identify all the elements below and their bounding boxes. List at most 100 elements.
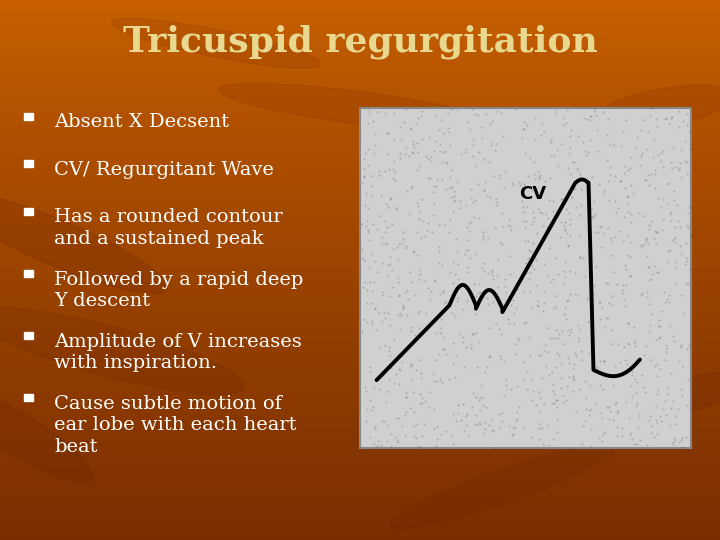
Point (384, 194, 396, 203)
Bar (0, 266, 720, 268)
Point (391, 414, 402, 423)
Point (499, 392, 510, 401)
Point (681, 401, 693, 409)
FancyBboxPatch shape (24, 332, 33, 339)
Point (665, 246, 676, 254)
Point (555, 194, 567, 203)
Point (397, 421, 408, 430)
Point (485, 120, 496, 129)
Point (369, 303, 381, 312)
Bar (0, 16, 720, 18)
Point (621, 192, 633, 201)
Point (654, 316, 665, 325)
Bar (0, 254, 720, 255)
Point (490, 140, 501, 149)
Point (567, 363, 579, 372)
Point (561, 381, 572, 390)
Point (537, 221, 549, 230)
Point (387, 244, 399, 253)
Point (555, 383, 567, 392)
Point (414, 443, 426, 451)
Bar (0, 147, 720, 150)
Point (413, 215, 424, 224)
Point (384, 343, 395, 352)
Bar (0, 194, 720, 196)
Point (573, 333, 585, 342)
Point (467, 136, 479, 144)
Point (392, 274, 404, 283)
Point (611, 408, 623, 417)
Point (609, 233, 621, 242)
Bar (0, 247, 720, 248)
Point (552, 162, 564, 171)
Point (588, 212, 599, 221)
Bar (0, 389, 720, 390)
Bar (0, 535, 720, 536)
Bar (0, 378, 720, 380)
Point (662, 389, 674, 398)
Point (493, 410, 505, 418)
Point (363, 109, 374, 117)
Point (363, 236, 374, 245)
Point (397, 351, 408, 360)
Point (437, 345, 449, 353)
Point (384, 321, 395, 329)
Point (466, 185, 477, 194)
Point (524, 288, 536, 296)
Point (669, 233, 680, 242)
Point (367, 116, 379, 125)
Point (442, 108, 454, 117)
Point (492, 293, 504, 302)
Point (461, 200, 472, 209)
Point (682, 222, 693, 231)
Bar (0, 93, 720, 96)
Point (356, 327, 368, 336)
Point (433, 242, 445, 251)
Point (613, 177, 625, 185)
Bar (0, 79, 720, 81)
Point (463, 219, 474, 227)
Point (443, 375, 454, 384)
Point (685, 203, 696, 212)
Bar (0, 20, 720, 22)
Point (661, 340, 672, 349)
Point (677, 392, 688, 400)
Point (436, 158, 448, 167)
Point (434, 289, 446, 298)
Point (498, 221, 509, 230)
Bar (0, 221, 720, 223)
Point (472, 363, 483, 372)
Bar (0, 299, 720, 301)
Point (550, 363, 562, 372)
Point (680, 278, 692, 287)
Point (483, 421, 495, 429)
Bar (0, 223, 720, 225)
Bar (0, 65, 720, 66)
Bar (0, 515, 720, 517)
Point (561, 296, 572, 305)
Point (618, 162, 630, 171)
Point (434, 147, 446, 156)
Point (636, 126, 647, 135)
Point (567, 374, 579, 383)
Point (481, 362, 492, 371)
Point (446, 193, 458, 201)
Point (559, 273, 571, 281)
Point (449, 197, 460, 206)
Point (671, 201, 683, 210)
Point (431, 435, 442, 443)
Point (431, 422, 443, 431)
Point (416, 195, 428, 204)
Point (531, 229, 543, 238)
Point (654, 202, 666, 211)
Bar (0, 214, 720, 216)
Point (526, 220, 537, 229)
Point (394, 154, 405, 163)
Bar (0, 506, 720, 508)
Point (477, 293, 488, 301)
Point (359, 278, 371, 286)
Bar (0, 382, 720, 383)
Bar (0, 112, 720, 113)
Point (543, 370, 554, 379)
Bar (0, 396, 720, 398)
